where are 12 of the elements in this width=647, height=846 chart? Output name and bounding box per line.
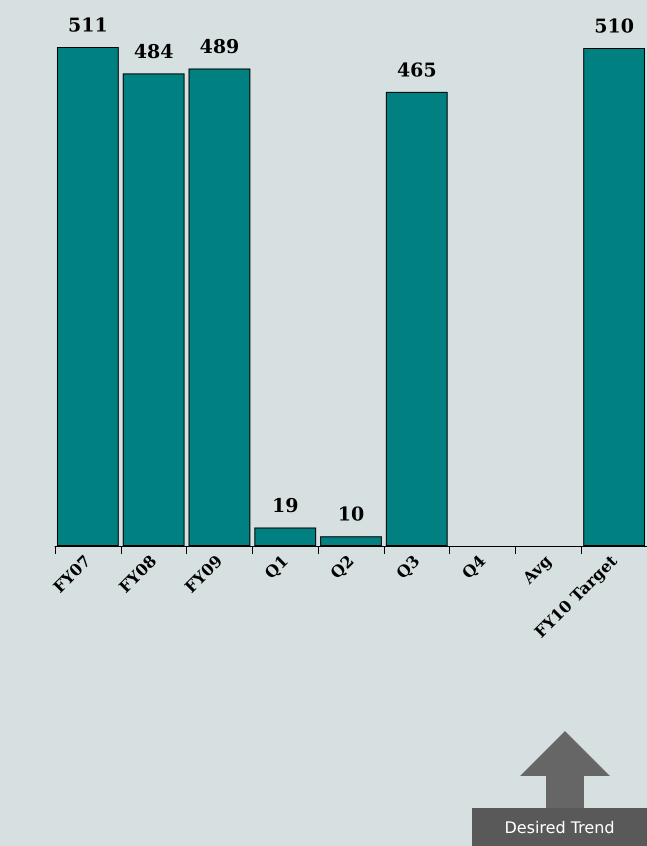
data-label: 10 — [338, 504, 364, 526]
data-label: 510 — [594, 15, 634, 38]
data-label: 489 — [200, 36, 240, 58]
x-tick-label: Q2 — [326, 551, 358, 582]
data-label: 511 — [68, 14, 108, 36]
x-tick-label: Q3 — [392, 551, 424, 582]
data-label: 465 — [396, 59, 437, 82]
x-tick-label: Q4 — [458, 551, 490, 582]
data-label: 484 — [134, 40, 174, 63]
data-label: 19 — [272, 494, 298, 517]
text: Desired Trend — [472, 808, 647, 846]
x-tick-label: Q1 — [260, 551, 292, 582]
